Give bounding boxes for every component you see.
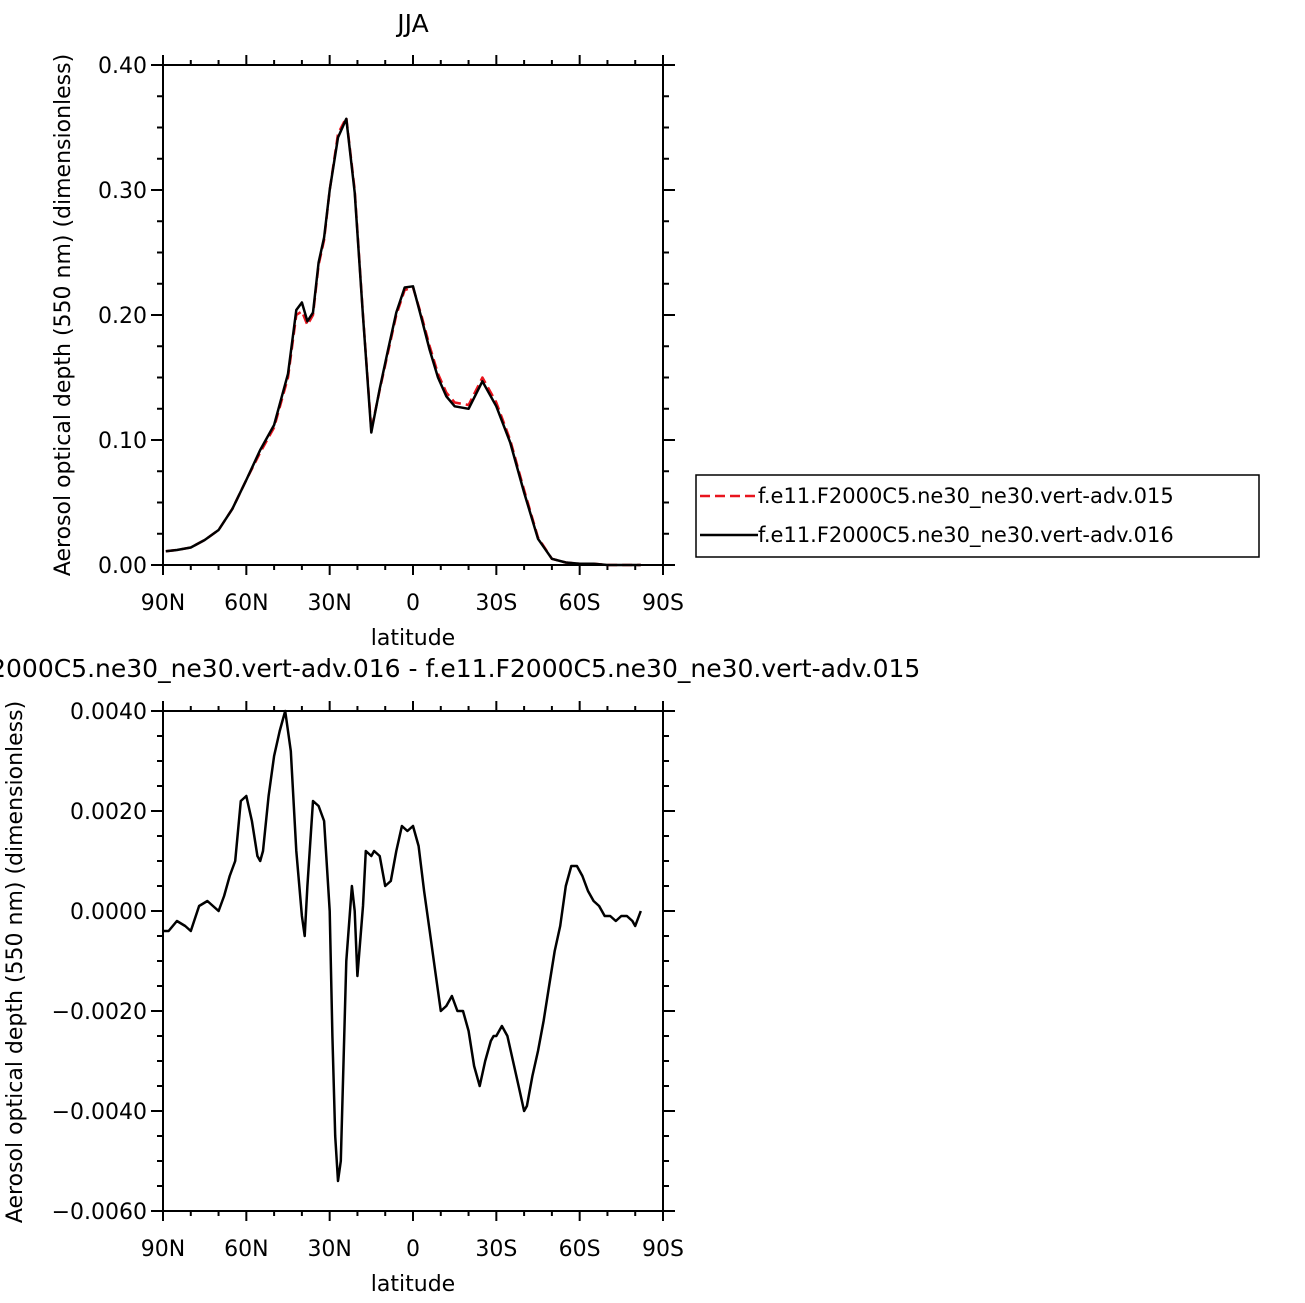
y-tick-label: 0.20 xyxy=(98,304,147,329)
series-line-difference xyxy=(163,709,642,1183)
y-tick-label: −0.0060 xyxy=(52,1200,147,1225)
bottom-panel: f.e11.F2000C5.ne30_ne30.vert-adv.016 - f… xyxy=(0,654,920,1297)
x-tick-label: 30S xyxy=(475,591,517,616)
y-tick-label: 0.40 xyxy=(98,54,147,79)
y-tick-label: 0.0000 xyxy=(70,900,147,925)
legend: f.e11.F2000C5.ne30_ne30.vert-adv.015 f.e… xyxy=(695,474,1260,558)
x-tick-label: 0 xyxy=(406,591,420,616)
bottom-panel-xlabel: latitude xyxy=(371,1272,455,1297)
top-panel-ylabel: Aerosol optical depth (550 nm) (dimensio… xyxy=(51,54,76,576)
top-panel-title: JJA xyxy=(395,9,428,38)
top-panel-frame xyxy=(162,64,664,566)
y-tick-label: 0.10 xyxy=(98,429,147,454)
x-tick-label: 60N xyxy=(224,591,268,616)
y-tick-label: 0.0020 xyxy=(70,800,147,825)
x-tick-label: 90S xyxy=(642,1237,684,1262)
x-tick-label: 30S xyxy=(475,1237,517,1262)
y-tick-label: 0.30 xyxy=(98,179,147,204)
top-panel-xlabel: latitude xyxy=(371,626,455,651)
bottom-panel-frame xyxy=(162,710,664,1212)
bottom-panel-title: f.e11.F2000C5.ne30_ne30.vert-adv.016 - f… xyxy=(0,654,920,683)
y-tick-label: 0.00 xyxy=(98,554,147,579)
bottom-panel-ticks: 90N 60N 30N 0 30S 60S 90S 0.0040 0.0020 0.0000 −0.… xyxy=(52,700,684,1262)
x-tick-label: 30N xyxy=(307,1237,351,1262)
legend-box xyxy=(695,474,1260,558)
x-tick-label: 0 xyxy=(406,1237,420,1262)
series-line-016 xyxy=(165,117,641,567)
y-tick-label: −0.0020 xyxy=(52,1000,147,1025)
x-tick-label: 90N xyxy=(141,591,185,616)
top-panel-ticks: 90N 60N 30N 0 30S 60S 90S 0.00 0.10 0.20 0.30 0.40 xyxy=(98,54,684,616)
x-tick-label: 90S xyxy=(642,591,684,616)
y-tick-label: 0.0040 xyxy=(70,700,147,725)
x-tick-label: 60S xyxy=(559,1237,601,1262)
x-tick-label: 60S xyxy=(559,591,601,616)
x-tick-label: 90N xyxy=(141,1237,185,1262)
legend-label-series-015: f.e11.F2000C5.ne30_ne30.vert-adv.015 xyxy=(758,484,1174,509)
x-tick-label: 30N xyxy=(307,591,351,616)
y-tick-label: −0.0040 xyxy=(52,1100,147,1125)
top-panel: JJA Aerosol optical depth (550 nm) (dime… xyxy=(51,9,1260,651)
top-panel-series xyxy=(165,116,641,567)
bottom-panel-ylabel: Aerosol optical depth (550 nm) (dimensio… xyxy=(3,701,28,1223)
legend-label-series-016: f.e11.F2000C5.ne30_ne30.vert-adv.016 xyxy=(758,523,1174,548)
bottom-panel-series xyxy=(163,709,642,1183)
x-tick-label: 60N xyxy=(224,1237,268,1262)
